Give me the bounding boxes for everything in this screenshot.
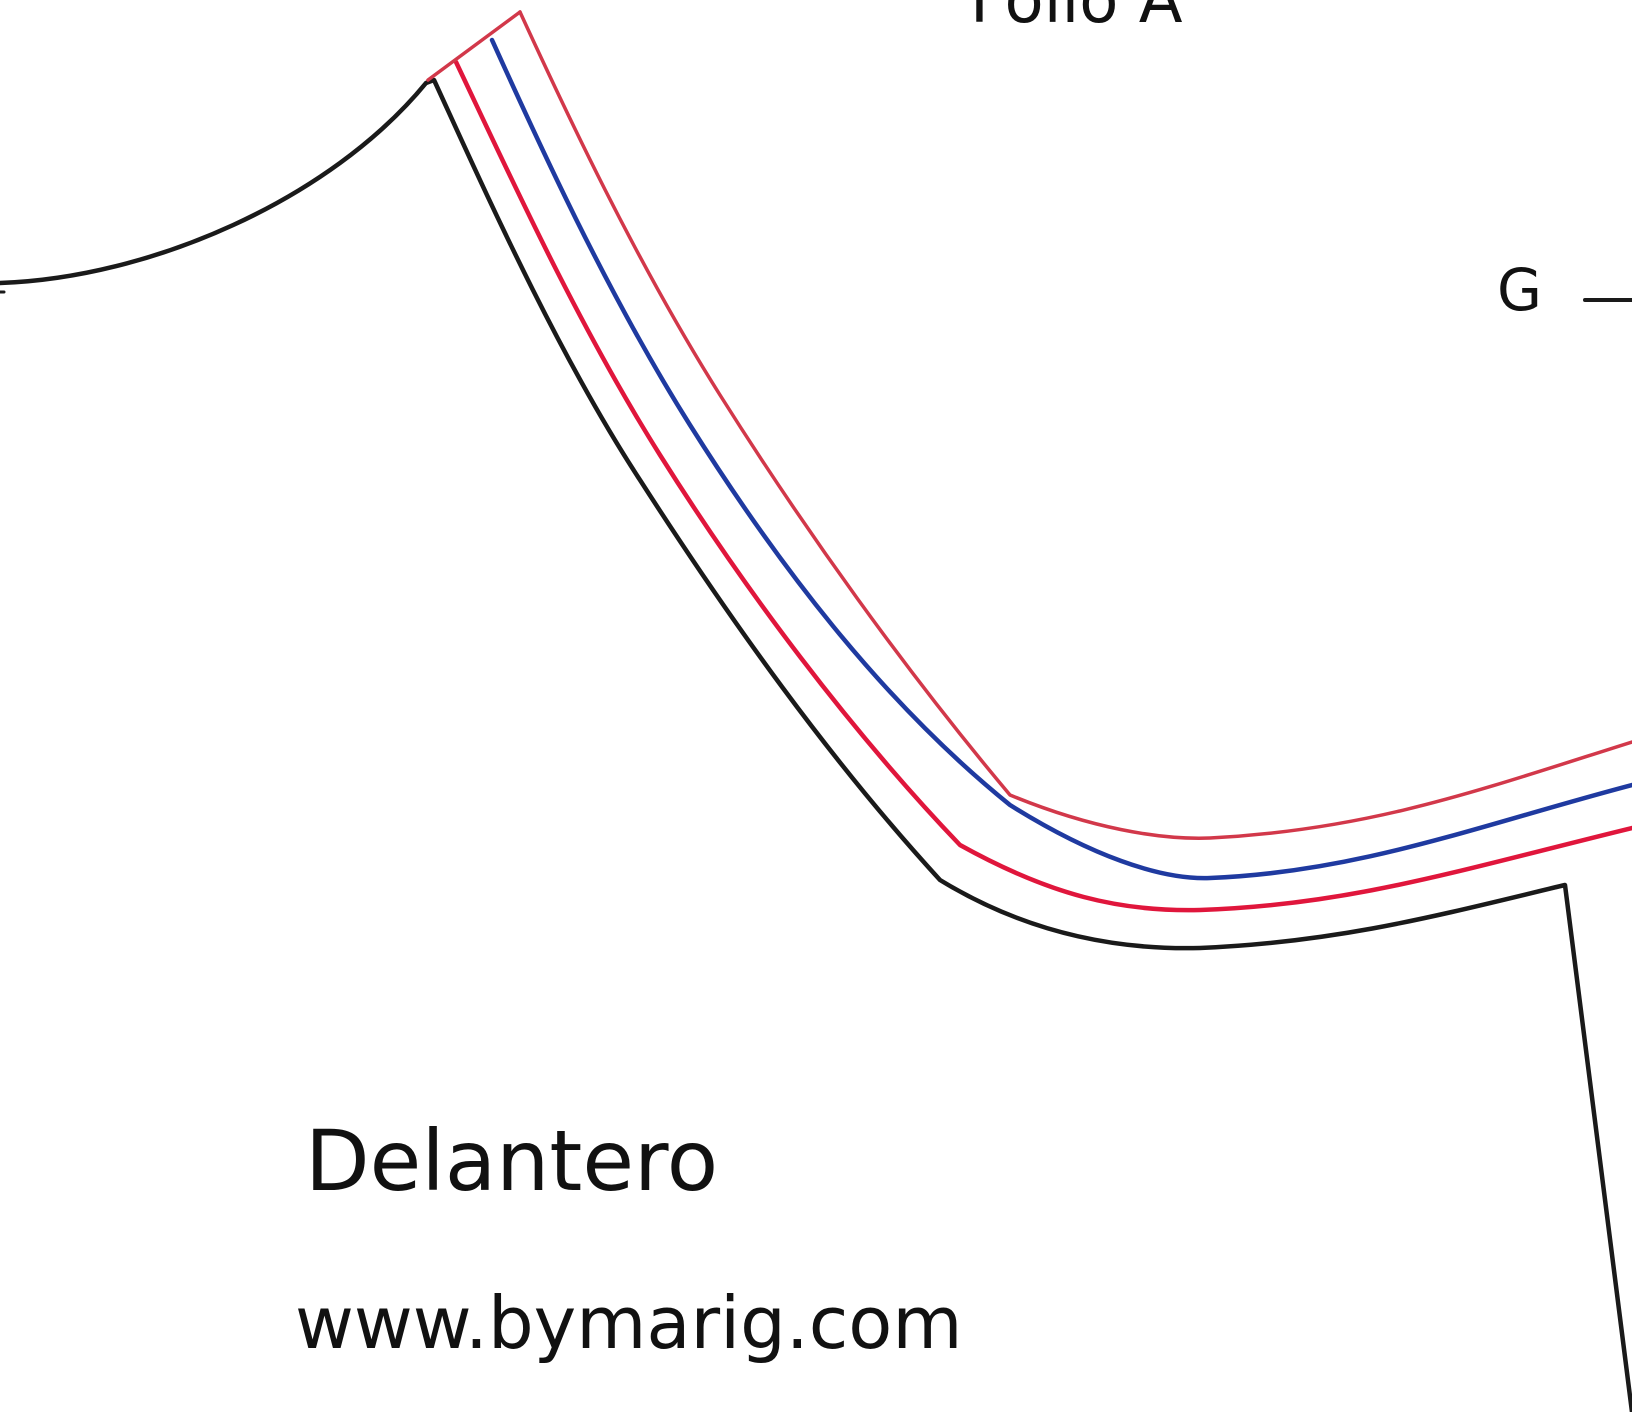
piece-name-label: Delantero (305, 1112, 718, 1210)
outer-line-red (518, 10, 1632, 840)
website-label: www.bymarig.com (295, 1281, 962, 1365)
seam-line-inner-red (453, 59, 1632, 913)
guide-line-blue (489, 37, 1632, 881)
shoulder-cap-red (426, 10, 522, 82)
point-g-label: G (1497, 256, 1542, 324)
pattern-outline (0, 77, 1632, 1412)
folio-label: Folio A (970, 0, 1183, 38)
